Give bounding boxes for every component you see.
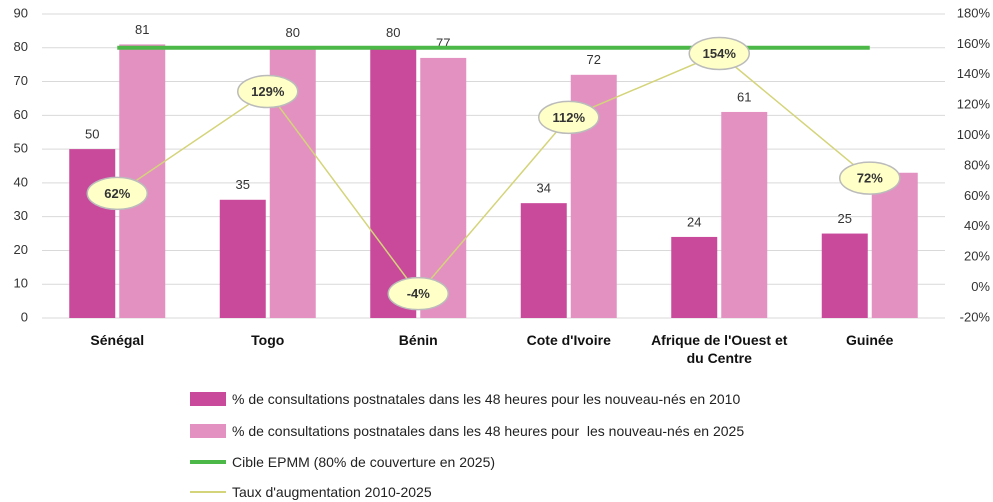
x-tick-label: Afrique de l'Ouest et du Centre (651, 332, 788, 366)
bar (671, 236, 718, 318)
bar (420, 57, 467, 319)
x-tick-label: Sénégal (90, 332, 145, 348)
rate-line (116, 52, 871, 295)
legend-item: % de consultations postnatales dans les … (190, 389, 740, 409)
y-tick-label: 70 (14, 73, 28, 88)
bar (721, 111, 768, 318)
y-tick-label: 30 (14, 208, 28, 223)
y2-tick-label: 0% (971, 279, 990, 294)
y2-tick-label: 80% (964, 157, 990, 172)
y2-tick-label: 20% (964, 249, 990, 264)
legend-swatch (190, 491, 226, 493)
legend-label: Cible EPMM (80% de couverture en 2025) (232, 454, 496, 470)
data-label: 34 (537, 181, 551, 196)
y-tick-label: 60 (14, 107, 28, 122)
data-label: 80 (286, 25, 300, 40)
legend-swatch (190, 424, 226, 438)
data-label: 154% (703, 46, 737, 61)
y2-tick-label: -20% (960, 309, 991, 324)
x-tick-label: Guinée (846, 332, 894, 348)
y2-tick-label: 40% (964, 218, 990, 233)
y2-tick-label: 120% (957, 97, 991, 112)
legend-label: % de consultations postnatales dans les … (232, 391, 741, 407)
legend-item: % de consultations postnatales dans les … (190, 421, 744, 441)
rate-bubble (688, 36, 750, 71)
data-label: 50 (85, 127, 99, 142)
data-label: 72% (857, 171, 883, 186)
rate-bubble (86, 176, 148, 211)
y-tick-label: 0 (21, 309, 28, 324)
legend-label: % de consultations postnatales dans les … (232, 423, 745, 439)
y2-tick-label: 100% (957, 127, 991, 142)
y-tick-label: 80 (14, 39, 28, 54)
y-tick-label: 90 (14, 5, 28, 20)
bar (69, 149, 116, 318)
x-tick-label: Cote d'Ivoire (526, 332, 611, 348)
y2-tick-label: 140% (957, 66, 991, 81)
data-label: 35 (236, 177, 250, 192)
y-tick-label: 20 (14, 242, 28, 257)
bar (821, 233, 868, 318)
bar (370, 47, 417, 319)
data-label: 81 (135, 22, 149, 37)
legend-item: Cible EPMM (80% de couverture en 2025) (190, 452, 495, 472)
y-tick-label: 50 (14, 141, 28, 156)
legend-label: Taux d'augmentation 2010-2025 (232, 484, 432, 500)
y2-tick-label: 180% (957, 5, 991, 20)
y2-tick-label: 60% (964, 188, 990, 203)
bar (219, 199, 266, 318)
data-label: 61 (737, 89, 751, 104)
x-tick-label: Togo (251, 332, 285, 348)
y-tick-label: 40 (14, 174, 28, 189)
data-label: 24 (687, 214, 701, 229)
y-tick-label: 10 (14, 276, 28, 291)
rate-bubble (538, 100, 600, 135)
data-label: 112% (552, 110, 585, 125)
data-label: -4% (407, 286, 431, 301)
x-tick-label: Bénin (398, 332, 438, 348)
data-label: 62% (104, 186, 130, 201)
bar (871, 172, 918, 318)
data-label: 25 (838, 211, 852, 226)
data-label: 72 (587, 52, 601, 67)
rate-bubble (839, 161, 901, 195)
rate-bubble (237, 74, 299, 109)
data-label: 80 (386, 25, 400, 40)
legend-item: Taux d'augmentation 2010-2025 (190, 482, 432, 502)
bar (520, 203, 567, 318)
legend-swatch (190, 392, 226, 406)
rate-bubble (387, 276, 449, 311)
legend-swatch (190, 460, 226, 464)
y2-tick-label: 160% (957, 36, 991, 51)
data-label: 129% (251, 84, 285, 99)
